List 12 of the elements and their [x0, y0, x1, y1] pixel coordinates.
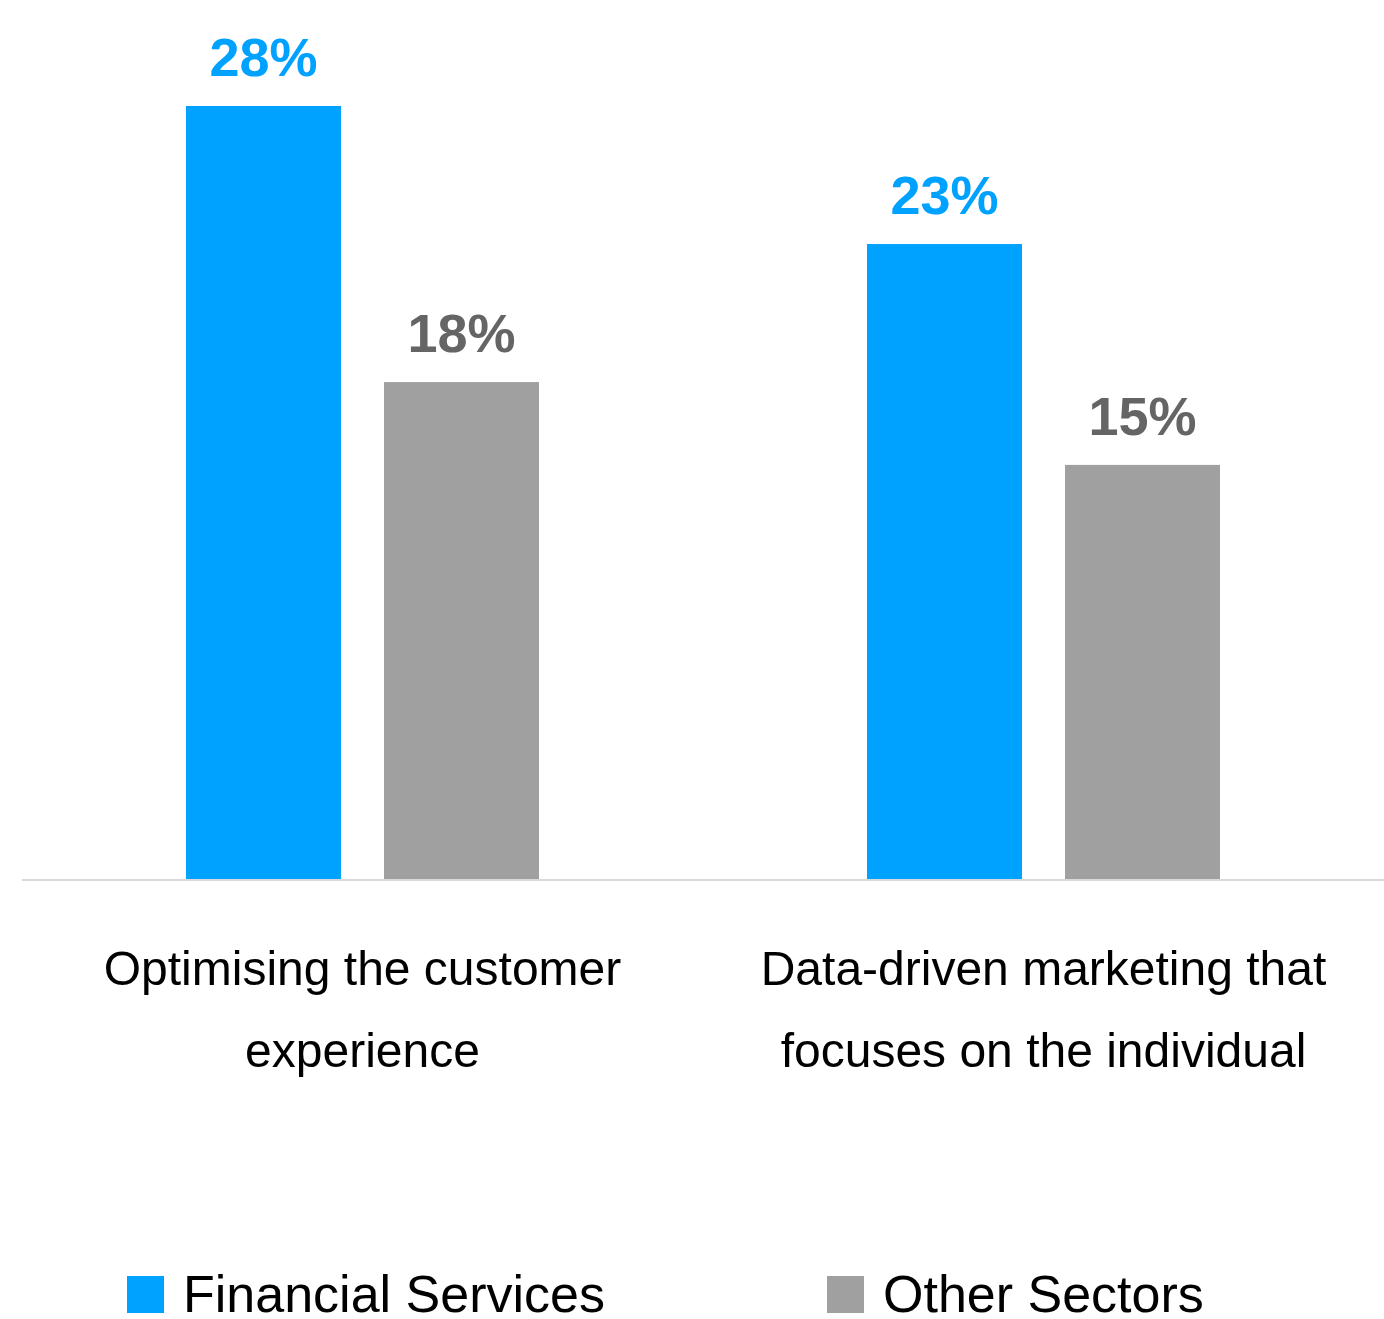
bar — [186, 106, 341, 879]
bar — [384, 382, 539, 879]
data-label: 15% — [1088, 385, 1197, 446]
x-tick-label: Data-driven marketing that focuses on the individual — [760, 942, 1327, 1077]
legend-label: Other Sectors — [883, 1265, 1204, 1319]
data-label: 28% — [209, 27, 318, 87]
bar — [867, 244, 1022, 879]
x-tick-label: Optimising the customer experience — [103, 942, 622, 1077]
bar — [1065, 464, 1220, 879]
data-label: 23% — [890, 165, 999, 226]
data-label: 18% — [407, 303, 516, 364]
legend-label: Financial Services — [183, 1265, 605, 1319]
